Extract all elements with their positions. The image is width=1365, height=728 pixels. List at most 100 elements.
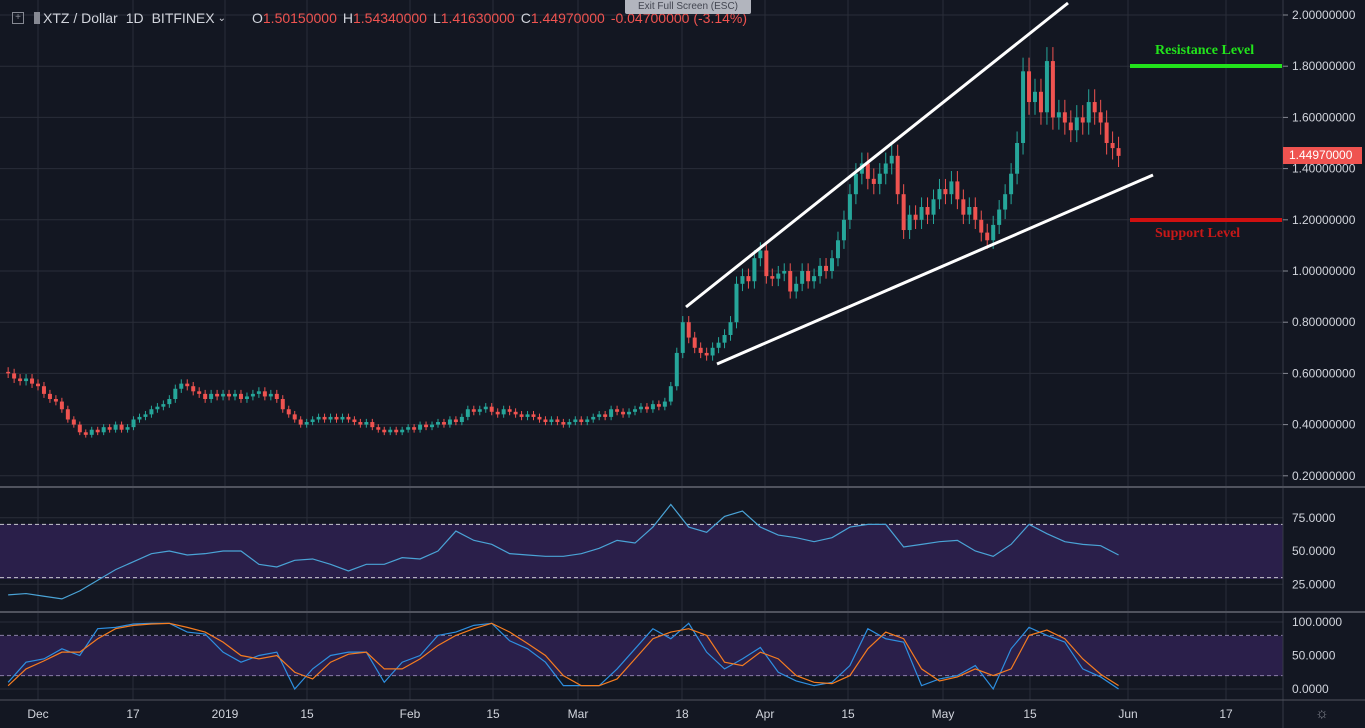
candle-body [340,416,345,420]
candle-body [185,383,190,387]
stoch-axis-label: 50.0000 [1292,649,1336,663]
low-label: L [432,10,441,26]
candle-body [418,424,423,430]
candle-body [191,386,196,392]
candle-body [1098,112,1103,123]
time-axis-label: 17 [1219,707,1233,721]
candle-body [830,258,835,271]
candle-body [424,424,429,428]
candle-body [292,414,297,420]
time-axis-label: Mar [568,707,589,721]
candle-body [215,393,220,397]
candle-body [149,409,154,415]
candle-body [967,207,972,215]
settings-gear-icon[interactable]: ☼ [1315,705,1329,722]
candle-body [6,371,11,374]
candle-body [949,181,954,195]
candle-body [268,393,273,397]
candle-body [95,429,100,433]
upper-trendline[interactable] [685,1,1069,309]
candle-body [471,409,476,412]
candle-body [812,276,817,282]
series-color-icon [34,12,40,24]
candle-body [1080,117,1085,123]
candle-body [1110,143,1115,149]
interval[interactable]: 1D [125,10,144,26]
candle-body [955,181,960,200]
candle-body [746,276,751,282]
exchange[interactable]: BITFINEX [151,10,215,26]
candle-body [913,214,918,220]
candle-body [895,155,900,195]
candle-body [847,194,852,220]
candle-body [1074,117,1079,131]
time-axis-label: 2019 [212,707,239,721]
candle-body [997,209,1002,225]
exit-fullscreen-button[interactable]: Exit Full Screen (ESC) [625,0,751,14]
candle-body [167,399,172,405]
candle-body [394,429,399,433]
candle-body [567,422,572,425]
candle-body [250,393,255,397]
candle-body [818,265,823,277]
candle-body [1021,71,1026,143]
symbol[interactable]: XTZ / Dollar [43,10,118,26]
candle-body [244,396,249,399]
candle-body [125,427,130,430]
rsi-band [0,524,1283,579]
chevron-down-icon[interactable]: ⌄ [217,12,226,24]
candle-body [334,416,339,420]
candle-body [197,391,202,394]
open-label: O [252,10,263,26]
high-value: 1.54340000 [352,10,427,26]
candle-body [262,391,267,397]
candle-body [740,276,745,284]
candle-body [555,419,560,423]
axes: Dec 17 2019 15 Feb 15 Mar 18 Apr 15 May 15 Jun 17 2.00… [27,8,1355,721]
candle-body [36,383,40,387]
rsi-line [8,503,1119,600]
price-axis-label: 1.00000000 [1292,264,1356,278]
time-axis-label: 15 [300,707,314,721]
candle-body [507,409,512,412]
candle-body [728,322,733,335]
candle-body [221,393,226,397]
candle-body [800,271,805,284]
candle-body [1056,112,1061,118]
candle-body [806,271,811,282]
candle-body [1038,91,1043,113]
candle-body [238,393,243,399]
lower-trendline[interactable] [716,173,1154,366]
price-axis-label: 1.60000000 [1292,110,1356,124]
candle-body [519,414,524,417]
candle-body [233,393,238,397]
time-axis-label: Apr [756,707,775,721]
close-label: C [520,10,531,26]
candle-body [304,422,309,425]
candle-body [782,271,787,274]
candle-body [274,393,279,399]
candle-body [143,414,148,417]
candle-body [525,414,530,417]
candle-body [406,427,411,430]
price-axis-label: 1.80000000 [1292,59,1356,73]
candle-body [1116,148,1121,156]
price-axis-label: 1.40000000 [1292,162,1356,176]
candle-body [907,214,912,231]
candle-body [734,283,739,323]
candle-body [400,429,405,433]
high-label: H [342,10,353,26]
candle-body [101,427,106,433]
candle-body [1104,122,1109,143]
candle-body [441,422,446,425]
candle-body [364,422,369,425]
candle-body [633,409,637,412]
time-axis-label: 15 [841,707,855,721]
price-axis-label: 0.20000000 [1292,469,1356,483]
expand-icon[interactable]: + [12,12,24,24]
change-value: -0.04700000 (-3.14%) [610,10,748,26]
time-axis-label: 15 [1023,707,1037,721]
candle-body [609,409,614,417]
candle-body [83,432,88,435]
